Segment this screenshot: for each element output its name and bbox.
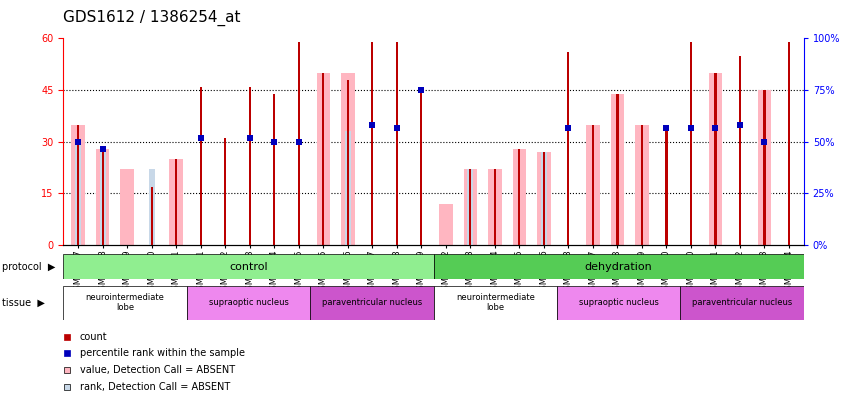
Bar: [541, 152, 547, 245]
Bar: [557, 286, 680, 320]
Text: supraoptic nucleus: supraoptic nucleus: [209, 298, 288, 307]
Bar: [439, 204, 453, 245]
Bar: [371, 42, 373, 245]
Bar: [519, 149, 520, 245]
Bar: [665, 128, 667, 245]
Bar: [763, 90, 766, 245]
Bar: [592, 124, 594, 245]
Text: neurointermediate
lobe: neurointermediate lobe: [85, 293, 165, 312]
Bar: [396, 42, 398, 245]
Bar: [680, 286, 804, 320]
Text: paraventricular nucleus: paraventricular nucleus: [321, 298, 422, 307]
Bar: [224, 139, 227, 245]
Bar: [344, 131, 351, 245]
Bar: [758, 90, 772, 245]
Bar: [102, 149, 104, 245]
Bar: [341, 73, 354, 245]
Text: supraoptic nucleus: supraoptic nucleus: [579, 298, 658, 307]
Bar: [689, 42, 692, 245]
Bar: [316, 73, 330, 245]
Bar: [714, 73, 717, 245]
Bar: [488, 169, 502, 245]
Bar: [568, 52, 569, 245]
Bar: [433, 286, 557, 320]
Bar: [464, 169, 477, 245]
Bar: [347, 80, 349, 245]
Text: value, Detection Call = ABSENT: value, Detection Call = ABSENT: [80, 365, 235, 375]
Bar: [709, 73, 722, 245]
Bar: [494, 169, 496, 245]
Text: percentile rank within the sample: percentile rank within the sample: [80, 348, 244, 358]
Bar: [616, 94, 618, 245]
Bar: [100, 149, 106, 245]
Text: tissue  ▶: tissue ▶: [2, 298, 45, 308]
Bar: [77, 124, 80, 245]
Text: rank, Detection Call = ABSENT: rank, Detection Call = ABSENT: [80, 382, 230, 392]
Bar: [433, 254, 804, 279]
Text: dehydration: dehydration: [585, 262, 652, 272]
Bar: [63, 286, 187, 320]
Bar: [63, 254, 433, 279]
Bar: [249, 87, 251, 245]
Text: paraventricular nucleus: paraventricular nucleus: [692, 298, 792, 307]
Bar: [537, 152, 551, 245]
Bar: [310, 286, 433, 320]
Bar: [149, 169, 155, 245]
Bar: [187, 286, 310, 320]
Bar: [322, 73, 324, 245]
Bar: [467, 169, 474, 245]
Bar: [640, 124, 643, 245]
Bar: [273, 94, 275, 245]
Bar: [513, 149, 526, 245]
Bar: [175, 159, 178, 245]
Bar: [788, 42, 790, 245]
Bar: [470, 169, 471, 245]
Bar: [298, 42, 299, 245]
Bar: [420, 90, 422, 245]
Bar: [75, 142, 81, 245]
Text: count: count: [80, 332, 107, 342]
Bar: [739, 56, 741, 245]
Bar: [543, 152, 545, 245]
Bar: [96, 149, 109, 245]
Bar: [611, 94, 624, 245]
Bar: [120, 169, 134, 245]
Text: neurointermediate
lobe: neurointermediate lobe: [456, 293, 535, 312]
Bar: [635, 124, 649, 245]
Text: control: control: [229, 262, 268, 272]
Text: GDS1612 / 1386254_at: GDS1612 / 1386254_at: [63, 10, 241, 26]
Text: protocol  ▶: protocol ▶: [2, 262, 55, 272]
Bar: [200, 87, 202, 245]
Bar: [71, 124, 85, 245]
Bar: [586, 124, 600, 245]
Bar: [169, 159, 183, 245]
Bar: [151, 186, 153, 245]
